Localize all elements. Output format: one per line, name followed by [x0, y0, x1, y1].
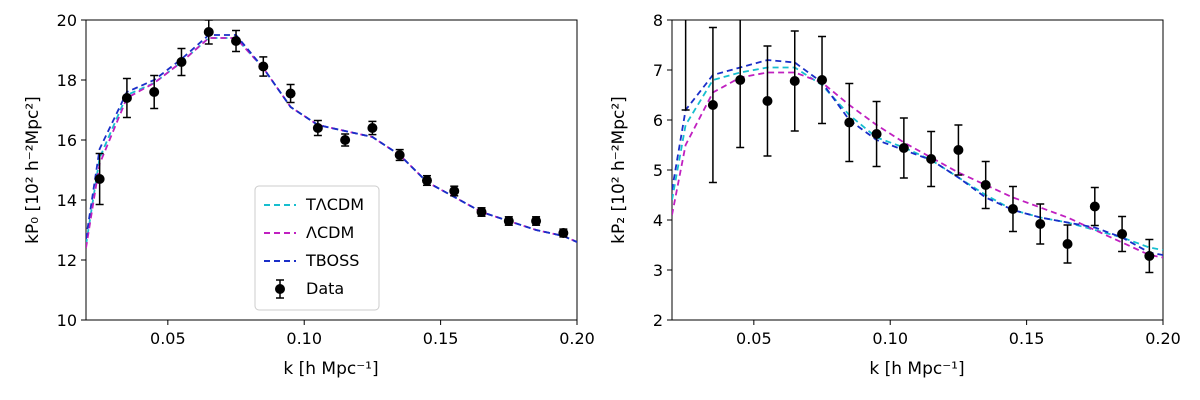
p0-data-points [94, 20, 569, 238]
p0-y-ticks: 10 12 14 16 18 20 [57, 11, 86, 330]
p1-data-point [871, 100, 882, 168]
p1-x-tick-label: 0.10 [872, 329, 908, 348]
p1-data-point [1144, 238, 1155, 274]
legend-label-data: Data [306, 279, 344, 298]
p1-data-point [1062, 224, 1073, 264]
legend: TΛCDM ΛCDM TBOSS Data [254, 185, 380, 311]
p1-series-tlcdm [672, 66, 1163, 251]
p0-x-tick-label: 0.10 [286, 329, 322, 348]
p0-y-axis-label: kP₀ [10² h⁻²Mpc²] [23, 96, 43, 244]
p0-x-axis-label: k [h Mpc⁻¹] [283, 359, 378, 379]
p1-x-tick-label: 0.20 [1145, 329, 1181, 348]
p0-y-tick-label: 14 [57, 191, 77, 210]
p2-x-ticks: 0.05 0.10 0.15 0.20 [736, 320, 1181, 348]
p0-data-point [203, 20, 214, 45]
p1-y-tick-label: 3 [653, 261, 663, 280]
p0-x-tick-label: 0.20 [559, 329, 595, 348]
p0-data-point [176, 47, 187, 77]
p0-data-point [449, 185, 460, 197]
p0-data-point [476, 207, 487, 217]
p2-y-axis-label: kP₂ [10² h⁻²Mpc²] [609, 96, 629, 244]
p1-data-point [898, 117, 909, 179]
p0-data-point [121, 77, 132, 119]
p1-data-point [926, 130, 937, 188]
p1-series-tboss [672, 59, 1163, 256]
p0-y-tick-label: 12 [57, 251, 77, 270]
p0-data-point [531, 216, 542, 226]
p1-data-point [762, 45, 773, 157]
p2-x-axis-label: k [h Mpc⁻¹] [869, 359, 964, 379]
p1-data-point [707, 26, 718, 184]
p0-data-point [558, 228, 569, 238]
p2-panel: 0.05 0.10 0.15 0.20 2 3 4 5 6 7 8 k [h Mpc⁻¹] kP₂… [609, 11, 1181, 379]
p1-series-lcdm [672, 71, 1163, 259]
p0-y-tick-label: 18 [57, 71, 77, 90]
p1-y-tick-label: 4 [653, 211, 663, 230]
p0-panel: 0.05 0.10 0.15 0.20 10 12 14 16 18 20 k [h Mpc⁻¹… [23, 11, 595, 379]
p1-data-point [844, 82, 855, 163]
p0-data-point [503, 216, 514, 226]
p1-data-point [1007, 185, 1018, 233]
p0-series-lcdm [86, 37, 577, 249]
p1-data-point [1117, 215, 1128, 253]
p0-plot-frame [85, 19, 578, 321]
p2-y-ticks: 2 3 4 5 6 7 8 [653, 11, 672, 330]
p1-y-tick-label: 5 [653, 161, 663, 180]
p0-series-group [86, 34, 577, 249]
p1-x-tick-label: 0.15 [1009, 329, 1045, 348]
p1-x-tick-label: 0.05 [736, 329, 772, 348]
legend-frame [254, 185, 380, 311]
p0-data-point [367, 120, 378, 136]
p0-y-tick-label: 20 [57, 11, 77, 30]
p1-data-point [1035, 203, 1046, 245]
legend-label-tlcdm: TΛCDM [305, 195, 364, 214]
p0-data-point [231, 29, 242, 53]
p2-plot-frame [671, 19, 1164, 321]
p1-data-point [817, 35, 828, 125]
p0-data-point [421, 174, 432, 187]
p0-y-tick-label: 10 [57, 311, 77, 330]
p1-data-point [953, 124, 964, 176]
p1-data-point [735, 20, 746, 149]
p2-series-group [672, 59, 1163, 259]
p0-data-point [258, 56, 269, 77]
p1-y-tick-label: 7 [653, 61, 663, 80]
legend-label-tboss: TBOSS [305, 251, 359, 270]
p0-x-ticks: 0.05 0.10 0.15 0.20 [150, 320, 595, 348]
p1-data-point [980, 160, 991, 210]
p0-y-tick-label: 16 [57, 131, 77, 150]
p1-data-point [1089, 186, 1100, 227]
p0-data-point [149, 74, 160, 110]
p1-y-tick-label: 2 [653, 311, 663, 330]
p0-data-point [94, 152, 105, 206]
p0-data-point [285, 83, 296, 104]
p2-data-points [681, 20, 1155, 274]
p0-data-point [340, 133, 351, 147]
p0-x-tick-label: 0.15 [423, 329, 459, 348]
p0-x-tick-label: 0.05 [150, 329, 186, 348]
p1-partial-error-bar [681, 20, 690, 111]
p1-data-point [789, 30, 800, 132]
p1-y-tick-label: 8 [653, 11, 663, 30]
p0-data-point [312, 119, 323, 137]
p0-data-point [394, 148, 405, 162]
legend-swatch-data [275, 279, 285, 299]
legend-label-lcdm: ΛCDM [306, 223, 354, 242]
p1-y-tick-label: 6 [653, 111, 663, 130]
